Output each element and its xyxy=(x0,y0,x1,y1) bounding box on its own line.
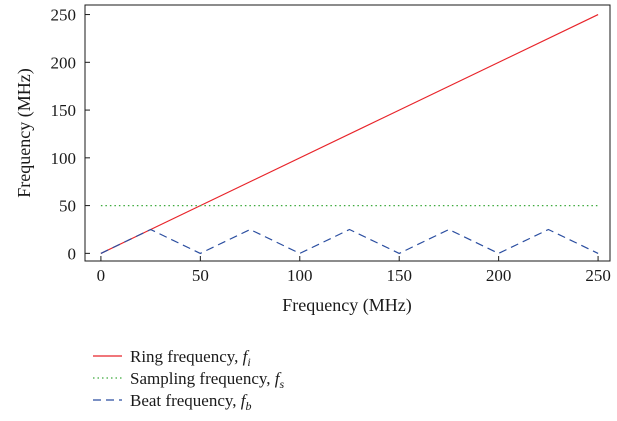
series-line-0 xyxy=(100,14,599,254)
legend-subscript: i xyxy=(247,355,250,369)
y-tick-label: 50 xyxy=(59,197,76,216)
y-tick-label: 250 xyxy=(51,6,77,25)
x-tick-label: 0 xyxy=(97,266,106,285)
legend-symbol: f xyxy=(243,347,250,366)
legend-label-0: Ring frequency, fi xyxy=(130,347,251,369)
axis-ticks: 0 50 100 150 200 250 0 50 100 150 200 250 xyxy=(51,6,611,285)
x-axis-label: Frequency (MHz) xyxy=(282,295,411,316)
chart-marks xyxy=(100,14,599,255)
legend-label-1: Sampling frequency, fs xyxy=(130,369,285,391)
series-line-2 xyxy=(100,228,599,255)
legend-name: Ring frequency, xyxy=(130,347,243,366)
legend-subscript: b xyxy=(246,399,252,413)
legend-label-2: Beat frequency, fb xyxy=(130,391,252,413)
legend-name: Beat frequency, xyxy=(130,391,241,410)
legend-symbol: f xyxy=(241,391,248,410)
x-tick-label: 100 xyxy=(287,266,313,285)
x-tick-label: 250 xyxy=(585,266,611,285)
y-tick-label: 200 xyxy=(51,53,77,72)
x-tick-label: 200 xyxy=(486,266,512,285)
legend-subscript: s xyxy=(280,377,285,391)
legend-symbol: f xyxy=(275,369,282,388)
y-tick-label: 100 xyxy=(51,149,77,168)
y-tick-label: 0 xyxy=(68,244,77,263)
x-tick-label: 150 xyxy=(386,266,412,285)
y-axis-label: Frequency (MHz) xyxy=(14,68,35,197)
plot-frame xyxy=(84,4,611,262)
y-tick-label: 150 xyxy=(51,101,77,120)
legend-name: Sampling frequency, xyxy=(130,369,275,388)
x-tick-label: 50 xyxy=(192,266,209,285)
